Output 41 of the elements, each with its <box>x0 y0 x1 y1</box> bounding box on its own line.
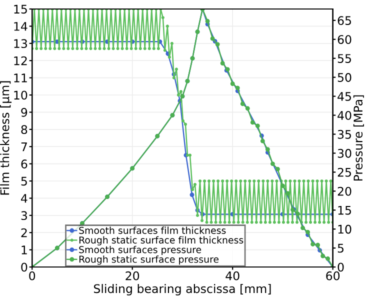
y2-axis-title: Pressure [MPa] <box>353 95 364 181</box>
y2-tick-label: 55 <box>338 54 351 63</box>
x-tick-label: 0 <box>29 271 36 280</box>
y-tick-label: 8 <box>21 125 28 134</box>
y-tick-label: 9 <box>21 108 28 117</box>
y-tick-label: 11 <box>14 74 27 82</box>
y2-tick-label: 20 <box>338 186 352 196</box>
y-tick-label: 0 <box>21 262 28 272</box>
y2-tick-label: 65 <box>338 16 351 26</box>
legend-label: Smooth surfaces film thickness <box>79 226 226 234</box>
x-axis-title: Sliding bearing abscissa [mm] <box>94 284 271 296</box>
y2-tick-label: 60 <box>338 35 352 44</box>
x-tick-label: 20 <box>126 271 140 280</box>
y2-tick-label: 0 <box>338 262 344 272</box>
legend-label: Rough static surface pressure <box>79 256 219 265</box>
legend-label: Rough static surface film thickness <box>79 236 244 246</box>
y2-tick-label: 45 <box>338 92 351 101</box>
y-tick-label: 1 <box>22 246 27 254</box>
y2-tick-label: 15 <box>338 206 351 215</box>
y-tick-label: 7 <box>21 142 27 152</box>
y-tick-label: 13 <box>14 39 27 48</box>
y-tick-label: 14 <box>14 22 28 31</box>
y-tick-label: 6 <box>21 160 28 168</box>
y-tick-label: 15 <box>14 4 27 14</box>
y-tick-label: 4 <box>21 194 28 203</box>
y-tick-label: 3 <box>21 211 27 220</box>
y-axis-title: Film thickness [µm] <box>0 81 12 195</box>
y2-tick-label: 25 <box>338 168 351 177</box>
y2-tick-label: 40 <box>338 110 352 120</box>
y-tick-label: 12 <box>14 56 27 66</box>
x-tick-label: 40 <box>226 271 240 280</box>
y2-tick-label: 5 <box>338 244 344 253</box>
x-tick-label: 60 <box>326 271 340 280</box>
y-tick-label: 2 <box>21 228 27 238</box>
y2-tick-label: 50 <box>338 73 352 82</box>
y-tick-label: 5 <box>21 176 27 186</box>
legend-label: Smooth surfaces pressure <box>79 246 202 256</box>
y2-tick-label: 35 <box>338 130 351 139</box>
y2-tick-label: 10 <box>338 224 352 234</box>
y-tick-label: 10 <box>14 90 28 100</box>
y2-tick-label: 30 <box>338 148 352 158</box>
